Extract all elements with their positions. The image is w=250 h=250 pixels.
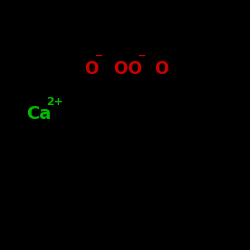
Text: −: − [138, 51, 146, 61]
Text: O: O [113, 60, 127, 78]
Text: O: O [154, 60, 168, 78]
Text: O: O [127, 60, 141, 78]
Text: −: − [95, 51, 103, 61]
Text: 2+: 2+ [46, 98, 64, 108]
Text: O: O [84, 60, 98, 78]
Text: Ca: Ca [26, 105, 52, 123]
